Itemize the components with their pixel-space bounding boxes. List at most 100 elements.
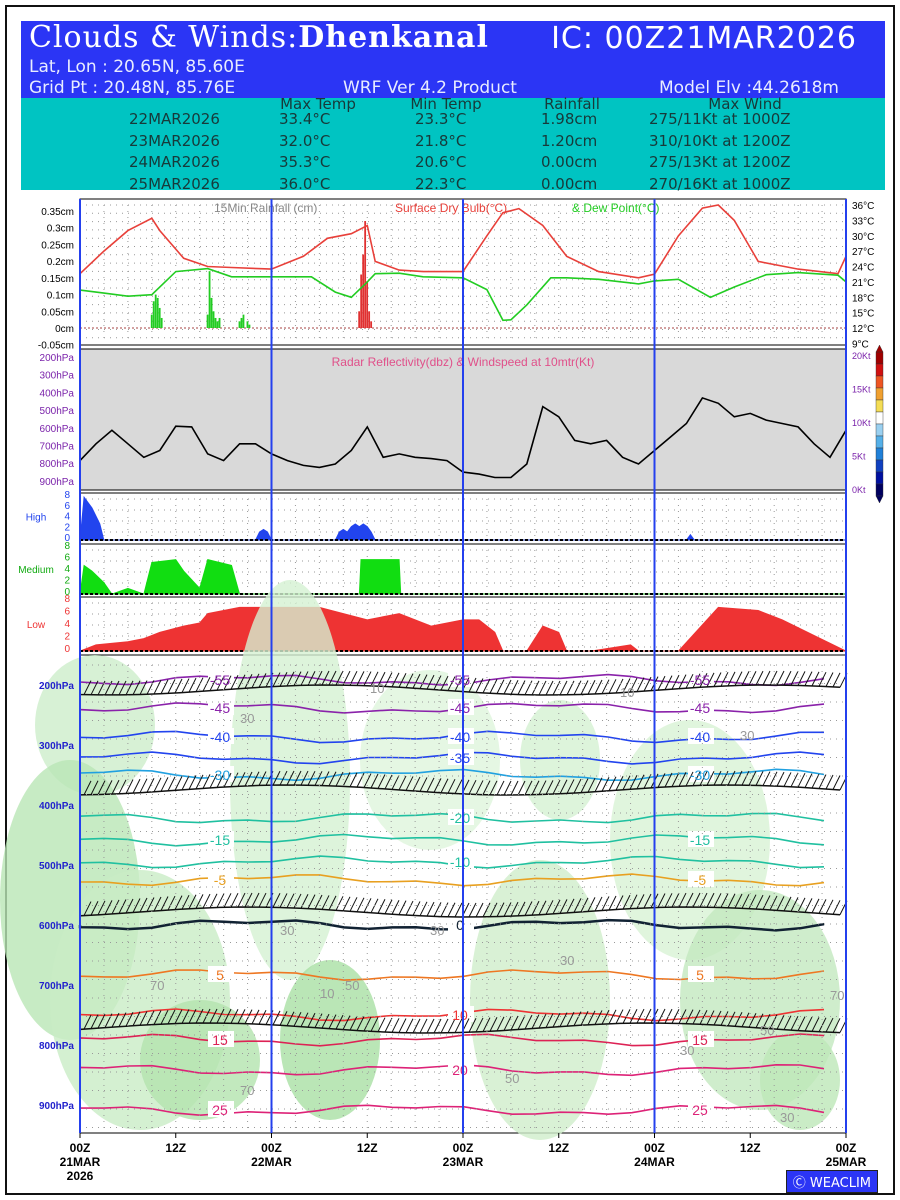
isotherm-label: -55 [210,672,230,688]
wind-barb [517,680,526,695]
legend-temp: Surface Dry Bulb(°C) [395,201,507,215]
radar-colorbar [875,344,884,504]
wind-speed-tick: 5Kt [852,452,866,462]
wind-barb [433,675,442,690]
isotherm-label-bg [688,966,714,982]
wind-barb [671,674,680,690]
wind-barb [419,1018,428,1034]
wind-barb [797,671,806,686]
wind-barb [608,776,617,791]
wind-barb [489,679,498,694]
wind-barb [216,675,225,691]
wind-barb [83,1014,92,1030]
wind-barb [153,777,162,793]
colorbar-segment [875,387,884,401]
wind-barb [146,1010,155,1026]
wind-barb [699,673,708,688]
wind-barb [251,771,260,786]
wind-barb [804,1016,813,1032]
temp-axis-tick: 18°C [852,293,874,304]
wind-barb [608,1009,617,1025]
wind-barb [580,897,589,913]
rain-axis-tick: 0.2cm [47,257,74,268]
wind-barb [132,1011,141,1026]
wind-barb [321,895,330,910]
wind-barb [615,1009,624,1024]
wind-barb [419,777,428,792]
rain-axis-tick: -0.05cm [38,341,74,352]
wind-barb [790,671,799,686]
wind-barb [258,1009,267,1025]
isotherm-label-bg [688,766,714,782]
isotherm-label-bg [448,728,474,744]
product-label: WRF Ver 4.2 Product [343,78,517,98]
wind-barb [209,676,218,691]
colorbar-bottom [875,495,884,504]
wind-barb [111,779,120,795]
wind-barb [447,902,456,917]
colorbar-segment [875,447,884,461]
wind-barb [503,902,512,917]
wind-barb [832,775,841,790]
wind-barb [328,771,337,786]
wind-barb [818,899,827,914]
summary-cell: 23MAR2026 [129,131,220,150]
rain-bar [160,317,163,328]
isotherm-label: -45 [690,700,710,716]
wind-barb [685,771,694,787]
rain-bar [212,311,215,328]
wind-barb [657,893,666,908]
summary-cell: 1.98cm [541,110,598,128]
isotherm-label-bg [688,699,714,715]
rh-label: 50 [345,978,359,993]
model-elevation: Model Elv :44.2618m [659,78,839,98]
wind-barb [335,670,344,686]
wind-barb [181,894,190,910]
wind-barb [790,1015,799,1031]
wind-barb [216,1008,225,1024]
wind-barb [279,770,288,786]
cloud-axis-tick: 4 [64,564,70,575]
wind-barb [321,771,330,786]
wind-barb [405,900,414,916]
wind-barb [244,771,253,787]
wind-barb [559,680,568,696]
wind-barb [391,775,400,790]
pressure-tick: 800hPa [40,459,75,470]
wind-barb [727,893,736,908]
wind-barb [755,670,764,686]
wind-barb [300,770,309,786]
daily-summary-table: Max Temp Min Temp Rainfall Max Wind 22MAR202… [21,95,885,193]
wind-barb [363,1016,372,1032]
isotherm-label: 5 [216,967,224,983]
pressure-tick: 400hPa [40,388,75,399]
isotherm-label: -40 [690,729,710,745]
wind-barb [797,1016,806,1031]
wind-barb [412,1018,421,1034]
pressure-tick: 700hPa [40,442,75,453]
wind-barb [741,770,750,786]
wind-barb [776,771,785,787]
wind-barb [230,674,239,690]
isotherm-label: -30 [690,767,710,783]
wind-barb [356,671,365,686]
wind-barb [783,670,792,686]
rain-bar [152,301,155,328]
cloud-axis-tick: 2 [64,522,70,533]
wind-barb [482,1017,491,1032]
summary-cell: 270/16Kt at 1000Z [649,174,791,193]
time-tick: 12Z [548,1141,569,1155]
isotherm-label: -5 [214,872,227,888]
wind-barb [531,680,540,696]
wind-barb [790,772,799,788]
wind-barb [370,671,379,687]
rh-label: 70 [150,978,164,993]
rain-bar [358,311,361,328]
wind-barb [468,677,477,693]
cloud-panel-grid [80,549,846,592]
wind-barb [300,1012,309,1027]
wind-barb [713,893,722,908]
wind-barb [524,780,533,796]
wind-barb [559,779,568,794]
rh-shade [760,1030,840,1130]
